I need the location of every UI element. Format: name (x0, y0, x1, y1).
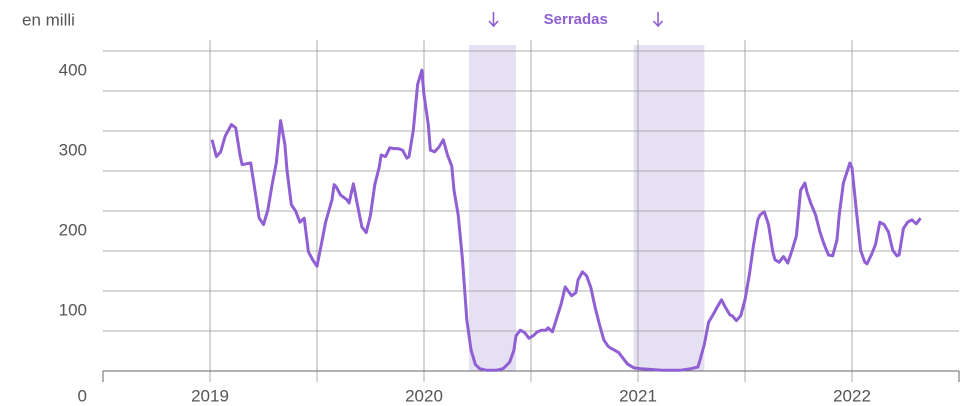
x-tick-label: 2020 (405, 386, 443, 405)
y-tick-label: 400 (59, 60, 87, 79)
annotation: Serradas (544, 11, 608, 28)
x-tick-label: 2019 (191, 386, 229, 405)
x-tick-label: 2022 (833, 386, 871, 405)
arrow-head (488, 20, 499, 28)
arrow-head (652, 20, 664, 28)
y-tick-label: 300 (59, 140, 87, 159)
y-axis-label: en milli (22, 10, 75, 29)
y-tick-label: 0 (78, 386, 87, 405)
x-tick-label: 2021 (619, 386, 657, 405)
y-tick-label: 200 (59, 220, 87, 239)
shaded-period (633, 45, 705, 371)
data-line (210, 68, 922, 372)
y-tick-label: 100 (59, 300, 87, 319)
shaded-period (468, 45, 517, 371)
